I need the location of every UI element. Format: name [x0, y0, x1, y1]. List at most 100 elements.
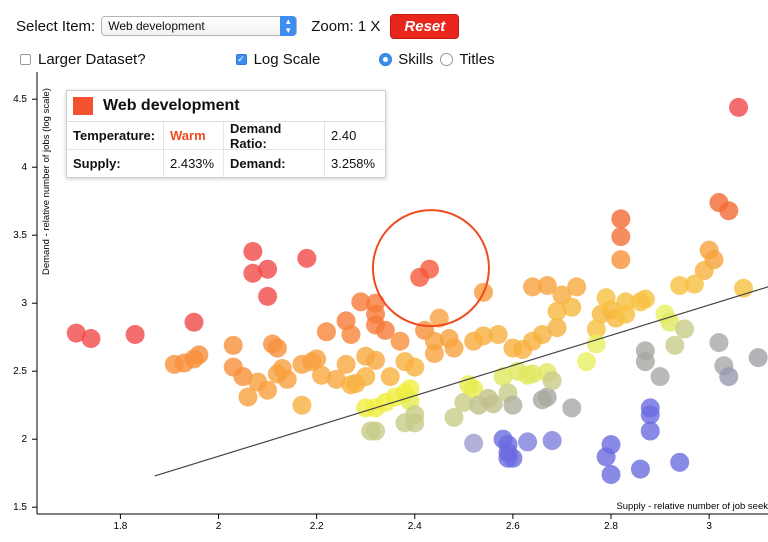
- data-point: [586, 334, 606, 354]
- tooltip-title: Web development: [103, 97, 240, 114]
- data-point: [660, 312, 680, 332]
- data-point: [81, 329, 101, 349]
- data-point: [675, 319, 695, 339]
- data-point: [596, 288, 616, 308]
- log-scale-checkbox[interactable]: ✓: [235, 53, 247, 65]
- data-point: [390, 331, 410, 351]
- data-point: [336, 354, 356, 374]
- x-tick-label: 2: [216, 521, 222, 532]
- data-point: [601, 435, 621, 455]
- data-point: [444, 407, 464, 427]
- data-point: [576, 352, 596, 372]
- y-tick-label: 2: [21, 434, 27, 445]
- demand-label: Demand:: [224, 150, 325, 177]
- log-scale-label: Log Scale: [253, 50, 321, 68]
- data-point: [405, 357, 425, 377]
- data-point: [537, 387, 557, 407]
- data-point: [532, 324, 552, 344]
- data-point: [630, 292, 650, 312]
- data-point: [523, 277, 543, 297]
- skills-label: Skills: [398, 50, 434, 68]
- zoom-label: Zoom: 1 X: [311, 17, 381, 35]
- data-point: [542, 431, 562, 451]
- data-point: [601, 465, 621, 485]
- data-point: [670, 276, 690, 296]
- reset-button[interactable]: Reset: [390, 13, 460, 39]
- data-point: [473, 326, 493, 346]
- y-axis-title: Demand - relative number of jobs (log sc…: [41, 88, 52, 275]
- tooltip-row: Supply: 2.433% Demand: 3.258%: [67, 150, 385, 177]
- data-point: [243, 242, 263, 262]
- data-point: [503, 395, 523, 415]
- data-point: [493, 367, 513, 387]
- data-point: [523, 364, 543, 384]
- controls-top-row: Select Item: Web development ▴ ▾ Zoom: 1 …: [16, 13, 460, 39]
- data-point: [297, 248, 317, 268]
- data-point: [518, 432, 538, 452]
- data-point: [238, 387, 258, 407]
- data-point: [380, 367, 400, 387]
- data-point: [125, 324, 145, 344]
- titles-radio[interactable]: [440, 52, 454, 66]
- skills-option[interactable]: Skills: [379, 51, 433, 68]
- larger-dataset-option[interactable]: Larger Dataset?: [20, 51, 146, 68]
- log-scale-option[interactable]: ✓ Log Scale: [235, 50, 321, 68]
- data-point: [537, 276, 557, 296]
- y-tick-label: 2.5: [13, 366, 27, 377]
- data-point: [640, 421, 660, 441]
- data-point: [670, 452, 690, 472]
- data-point: [277, 369, 297, 389]
- data-point: [424, 344, 444, 364]
- data-point: [547, 301, 567, 321]
- data-point: [375, 320, 395, 340]
- x-tick-label: 2.2: [310, 521, 324, 532]
- controls-options-row: Larger Dataset? ✓ Log Scale Skills Title…: [20, 48, 495, 70]
- item-select[interactable]: Web development ▴ ▾: [101, 16, 298, 36]
- trend-line: [154, 286, 768, 477]
- demand-value: 3.258%: [331, 156, 376, 171]
- data-point: [616, 304, 636, 324]
- data-point: [464, 379, 484, 399]
- y-tick-label: 1.5: [13, 502, 27, 513]
- data-point: [719, 367, 739, 387]
- data-point: [419, 259, 439, 279]
- data-point: [243, 263, 263, 283]
- data-point: [611, 227, 631, 247]
- demand-ratio-label: Demand Ratio:: [224, 121, 325, 151]
- data-point: [498, 448, 518, 468]
- y-tick-label: 3: [21, 298, 27, 309]
- x-tick-label: 2.8: [604, 521, 618, 532]
- skills-radio[interactable]: [379, 52, 393, 66]
- data-point: [189, 345, 209, 365]
- x-tick-label: 3: [706, 521, 712, 532]
- tooltip-header: Web development: [67, 91, 385, 122]
- y-tick-label: 4: [21, 162, 27, 173]
- x-tick-label: 1.8: [113, 521, 127, 532]
- data-point: [351, 292, 371, 312]
- data-point: [429, 308, 449, 328]
- data-point: [444, 338, 464, 358]
- data-point: [748, 348, 768, 368]
- data-point: [292, 395, 312, 415]
- y-tick-label: 3.5: [13, 230, 27, 241]
- data-point: [709, 333, 729, 353]
- data-point: [547, 318, 567, 338]
- y-tick-label: 4.5: [13, 94, 27, 105]
- data-point: [611, 209, 631, 229]
- tooltip-color-swatch: [73, 97, 93, 115]
- titles-option[interactable]: Titles: [440, 50, 495, 68]
- select-arrows-icon: ▴ ▾: [280, 16, 297, 36]
- larger-dataset-checkbox[interactable]: [20, 53, 31, 65]
- data-point: [684, 274, 704, 294]
- data-point: [611, 250, 631, 270]
- data-point: [483, 394, 503, 414]
- data-point: [650, 367, 670, 387]
- data-point: [635, 352, 655, 372]
- tooltip-row: Temperature: Warm Demand Ratio: 2.40: [67, 121, 385, 151]
- data-point: [729, 97, 749, 117]
- titles-label: Titles: [459, 50, 495, 68]
- temperature-value: Warm: [164, 122, 224, 149]
- data-point: [223, 335, 243, 355]
- data-point: [316, 322, 336, 342]
